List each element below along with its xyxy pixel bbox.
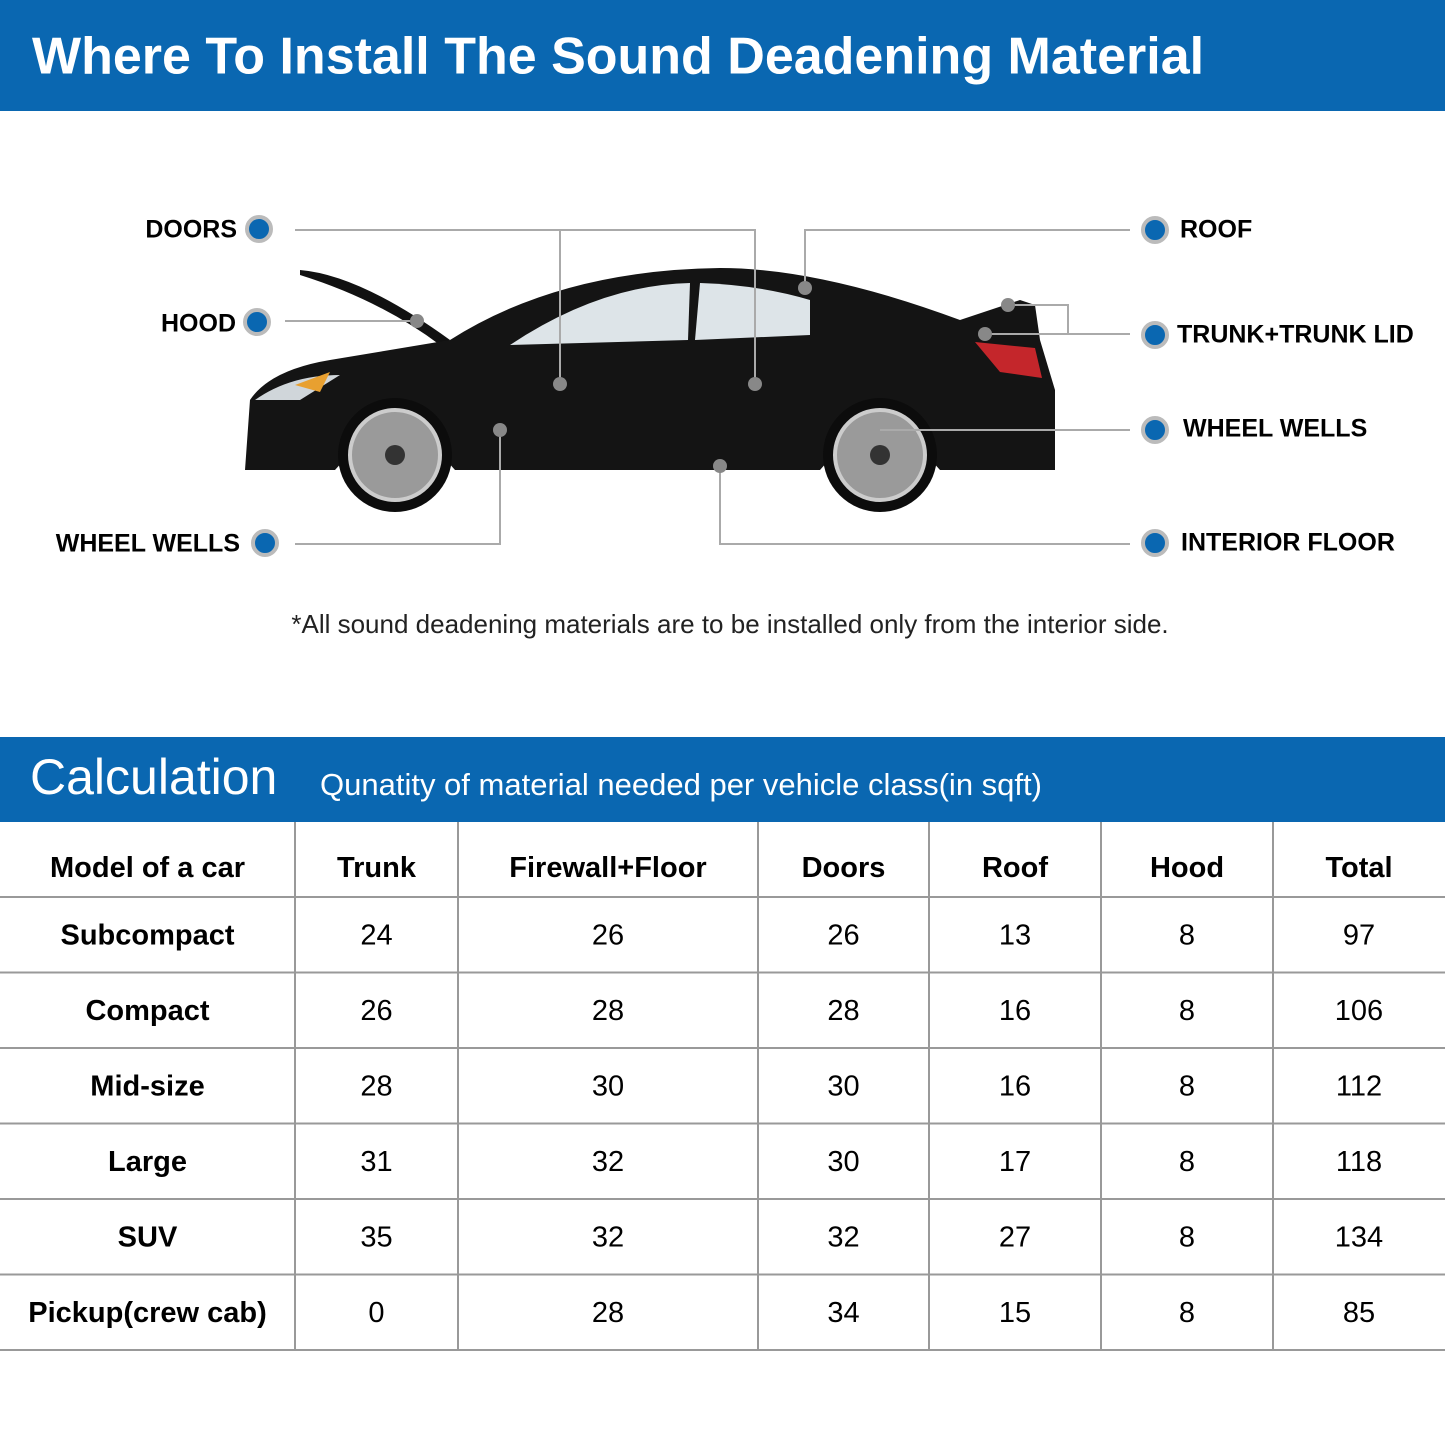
cell: 134 [1335,1221,1383,1253]
cell: 8 [1179,919,1195,951]
cell: 106 [1335,995,1383,1027]
table: Model of a car Trunk Firewall+Floor Doors Ro… [0,822,1445,1351]
cell: 118 [1336,1146,1382,1178]
column-header: Firewall+Floor [509,852,706,884]
label-trunk: TRUNK+TRUNK LID [1177,321,1414,349]
label-hood: HOOD [161,310,236,338]
cell: 26 [360,995,392,1027]
car-illustration [245,268,1055,512]
cell: 8 [1179,1221,1195,1253]
calculation-banner [0,737,1445,822]
cell: 15 [999,1297,1031,1329]
calculation-title: Calculation [30,749,277,805]
cell: 112 [1336,1070,1382,1102]
cell: 13 [999,919,1031,951]
cell: 30 [827,1070,859,1102]
connectors [243,215,1169,557]
cell: 28 [592,995,624,1027]
cell: 8 [1179,1297,1195,1329]
cell: 16 [999,995,1031,1027]
cell: 30 [827,1146,859,1178]
column-header: Model of a car [50,852,245,884]
label-doors: DOORS [145,216,237,244]
label-wheel-wells: WHEEL WELLS [56,530,240,558]
column-header: Hood [1150,852,1224,884]
row-label: Mid-size [90,1070,204,1102]
cell: 35 [360,1221,392,1253]
cell: 32 [592,1221,624,1253]
cell: 32 [827,1221,859,1253]
cell: 28 [827,995,859,1027]
row-label: Subcompact [60,919,234,951]
cell: 97 [1343,919,1375,951]
column-header: Roof [982,852,1048,884]
cell: 26 [827,919,859,951]
cell: 16 [999,1070,1031,1102]
row-label: Compact [85,995,209,1027]
cell: 85 [1343,1297,1375,1329]
cell: 26 [592,919,624,951]
label-wheel-wells: WHEEL WELLS [1183,415,1367,443]
cell: 0 [368,1297,384,1329]
header-title: Where To Install The Sound Deadening Mat… [32,28,1204,86]
cell: 30 [592,1070,624,1102]
calculation-subtitle: Qunatity of material needed per vehicle … [320,767,1042,802]
cell: 24 [360,919,392,951]
cell: 34 [827,1297,859,1329]
row-label: Pickup(crew cab) [28,1297,267,1329]
cell: 8 [1179,1146,1195,1178]
header-banner [0,0,1445,111]
cell: 31 [360,1146,392,1178]
column-header: Doors [802,852,886,884]
cell: 17 [999,1146,1031,1178]
label-roof: ROOF [1180,216,1252,244]
cell: 8 [1179,1070,1195,1102]
cell: 28 [360,1070,392,1102]
row-label: Large [108,1146,187,1178]
label-interior-floor: INTERIOR FLOOR [1181,529,1395,557]
column-header: Trunk [337,852,417,884]
column-header: Total [1325,852,1392,884]
cell: 32 [592,1146,624,1178]
row-label: SUV [118,1221,178,1253]
cell: 8 [1179,995,1195,1027]
cell: 27 [999,1221,1031,1253]
cell: 28 [592,1297,624,1329]
note: *All sound deadening materials are to be… [291,609,1168,639]
